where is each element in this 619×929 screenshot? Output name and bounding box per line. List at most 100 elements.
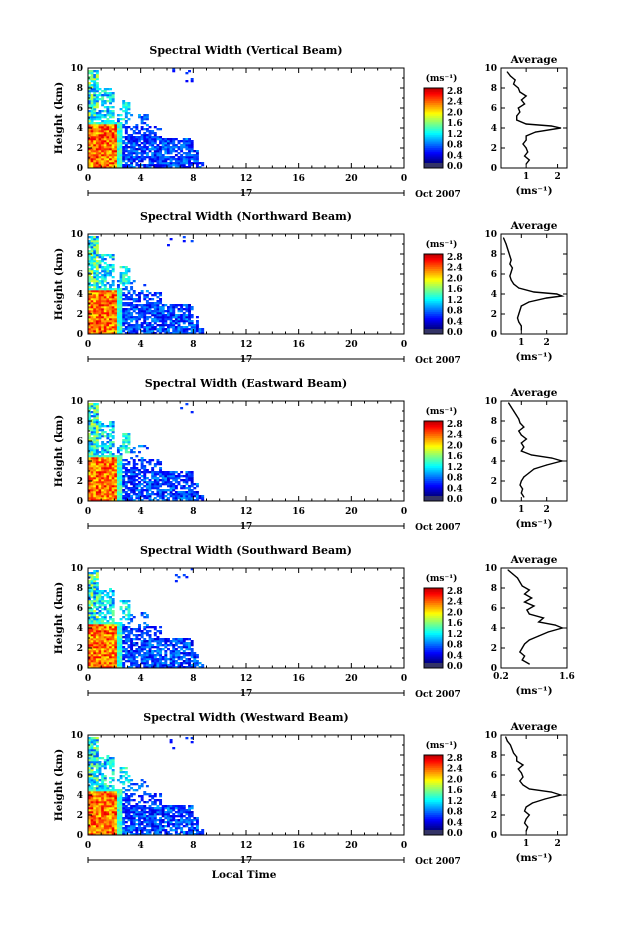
heatmap-cell (93, 415, 97, 418)
heatmap-cell (122, 829, 126, 832)
heatmap-cell (95, 324, 99, 327)
heatmap-cell (111, 264, 115, 267)
heatmap-cell (111, 326, 115, 329)
heatmap-cell (172, 310, 176, 313)
heatmap-cell (90, 425, 94, 428)
heatmap-cell (90, 439, 94, 442)
heatmap-cell (111, 481, 115, 484)
heatmap-cell (130, 326, 134, 329)
heatmap-cell (161, 314, 165, 317)
heatmap-cell (101, 467, 105, 470)
heatmap-cell (106, 461, 110, 464)
heatmap-cell (174, 652, 178, 655)
heatmap-cell (88, 70, 91, 73)
heatmap-cell (95, 658, 99, 661)
heatmap-cell (124, 164, 128, 167)
average-y-tick-label: 4 (491, 124, 497, 134)
heatmap-cell (145, 114, 149, 117)
heatmap-cell (130, 114, 134, 117)
heatmap-cell (114, 499, 118, 502)
heatmap-cell (119, 312, 123, 315)
heatmap-cell (169, 312, 173, 315)
heatmap-cell (182, 642, 186, 645)
heatmap-cell (93, 158, 97, 161)
heatmap-cell (148, 483, 152, 486)
heatmap-cell (172, 489, 176, 492)
heatmap-cell (106, 477, 110, 480)
heatmap-cell (116, 487, 120, 490)
heatmap-cell (127, 433, 131, 436)
heatmap-cell (122, 158, 126, 161)
heatmap-cell (88, 624, 91, 627)
heatmap-cell (143, 469, 147, 472)
heatmap-cell (188, 489, 191, 492)
heatmap-cell (195, 495, 199, 498)
heatmap-cell (106, 612, 110, 615)
heatmap-cell (164, 304, 168, 307)
colorbar-swatch (424, 263, 443, 266)
heatmap-cell (156, 463, 160, 466)
heatmap-cell (93, 765, 97, 768)
average-profile-point (509, 263, 511, 265)
heatmap-cell (132, 616, 136, 619)
heatmap-cell (101, 630, 105, 633)
heatmap-cell (124, 491, 128, 494)
heatmap-cell (124, 272, 128, 275)
heatmap-cell (159, 463, 163, 466)
heatmap-cell (98, 473, 102, 476)
heatmap-cell (93, 594, 97, 597)
colorbar-swatch (424, 599, 443, 602)
heatmap-cell (88, 487, 91, 490)
colorbar-swatch (424, 118, 443, 121)
heatmap-cell (143, 310, 147, 313)
heatmap-cell (95, 246, 99, 249)
average-y-tick-label: 0 (491, 330, 497, 340)
heatmap-cell (106, 817, 110, 820)
heatmap-cell (124, 274, 128, 277)
heatmap-cell (109, 807, 112, 810)
heatmap-cell (95, 435, 99, 438)
heatmap-cell (95, 755, 99, 758)
heatmap-cell (124, 148, 128, 151)
heatmap-cell (109, 110, 112, 113)
heatmap-cell (138, 138, 141, 141)
heatmap-cell (153, 134, 157, 137)
heatmap-cell (169, 306, 173, 309)
x-tick-label: 4 (138, 340, 144, 350)
heatmap-cell (106, 463, 110, 466)
heatmap-cell (153, 463, 157, 466)
heatmap-cell (103, 805, 107, 808)
heatmap-cell (127, 154, 131, 157)
heatmap-cell (109, 596, 112, 599)
heatmap-cell (124, 497, 128, 500)
heatmap-cell (151, 318, 155, 321)
heatmap-cell (182, 158, 186, 161)
heatmap-cell (190, 308, 194, 311)
heatmap-cell (103, 481, 107, 484)
colorbar-min-swatch (424, 663, 443, 668)
colorbar-swatch (424, 644, 443, 647)
colorbar-swatch (424, 653, 443, 656)
heatmap-cell (119, 642, 123, 645)
average-profile-point (538, 635, 540, 637)
heatmap-cell (119, 308, 123, 311)
heatmap-cell (127, 622, 131, 625)
colorbar-swatch (424, 148, 443, 151)
heatmap-cell (90, 290, 94, 293)
heatmap-cell (116, 298, 120, 301)
heatmap-cell (88, 300, 91, 303)
heatmap-cell (95, 419, 99, 422)
heatmap-cell (111, 495, 115, 498)
heatmap-cell (143, 164, 147, 167)
heatmap-cell (159, 493, 163, 496)
heatmap-cell (180, 491, 184, 494)
heatmap-cell (101, 592, 105, 595)
heatmap-cell (185, 473, 189, 476)
heatmap-cell (106, 658, 110, 661)
heatmap-cell (114, 318, 118, 321)
heatmap-cell (135, 660, 139, 663)
heatmap-cell (103, 150, 107, 153)
heatmap-cell (172, 473, 176, 476)
heatmap-cell (153, 481, 157, 484)
